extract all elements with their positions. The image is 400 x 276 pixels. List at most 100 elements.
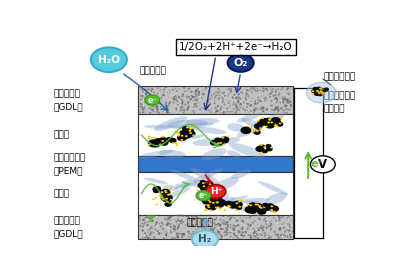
Point	[176, 87, 182, 91]
Circle shape	[319, 91, 324, 94]
Point	[172, 94, 179, 99]
Point	[275, 93, 282, 98]
Point	[248, 223, 254, 227]
Point	[177, 219, 184, 224]
Point	[259, 98, 265, 103]
Point	[188, 102, 195, 106]
Circle shape	[204, 209, 207, 211]
Point	[181, 89, 188, 94]
Point	[276, 100, 282, 105]
Point	[208, 110, 214, 114]
Circle shape	[214, 138, 224, 145]
Point	[165, 95, 171, 100]
Point	[251, 111, 258, 115]
Point	[242, 220, 248, 224]
Circle shape	[212, 201, 218, 205]
Point	[210, 233, 216, 238]
Ellipse shape	[244, 201, 266, 205]
Point	[211, 227, 217, 232]
Circle shape	[209, 202, 216, 207]
Point	[163, 222, 170, 227]
Point	[266, 224, 272, 228]
Point	[208, 227, 214, 231]
Circle shape	[205, 181, 211, 185]
Point	[189, 223, 196, 228]
Point	[270, 110, 277, 115]
Point	[147, 225, 153, 229]
Ellipse shape	[223, 137, 240, 144]
Point	[186, 98, 192, 103]
Point	[165, 222, 172, 227]
Circle shape	[227, 205, 230, 207]
Point	[164, 95, 170, 99]
Point	[202, 226, 208, 230]
Point	[144, 223, 150, 227]
Point	[189, 87, 196, 92]
Point	[166, 215, 173, 220]
Circle shape	[257, 208, 266, 215]
Point	[238, 99, 244, 103]
Point	[252, 229, 258, 233]
Point	[285, 229, 292, 233]
Point	[247, 100, 254, 104]
Ellipse shape	[201, 148, 226, 160]
Point	[281, 96, 288, 101]
Point	[145, 236, 152, 240]
Point	[145, 230, 151, 234]
Point	[202, 219, 208, 223]
Circle shape	[268, 118, 271, 120]
Point	[230, 226, 237, 230]
Text: O₂: O₂	[234, 58, 248, 68]
Point	[263, 225, 270, 230]
Point	[165, 221, 172, 225]
Point	[220, 214, 226, 219]
Point	[287, 220, 293, 225]
Circle shape	[274, 124, 276, 126]
Point	[207, 218, 214, 223]
Point	[236, 92, 242, 96]
Circle shape	[213, 195, 219, 199]
Point	[146, 236, 153, 240]
Point	[152, 97, 158, 102]
Point	[224, 213, 230, 218]
Point	[273, 219, 280, 224]
Point	[146, 219, 153, 223]
Point	[236, 89, 242, 93]
Point	[159, 221, 165, 225]
Circle shape	[232, 201, 243, 208]
Circle shape	[162, 140, 169, 145]
Point	[282, 219, 288, 224]
Point	[232, 93, 238, 97]
Point	[275, 87, 281, 91]
Point	[170, 219, 176, 223]
Text: e⁻: e⁻	[199, 191, 208, 200]
Point	[268, 218, 275, 222]
Point	[172, 87, 179, 91]
Point	[145, 100, 151, 104]
Point	[137, 217, 144, 222]
Point	[180, 99, 186, 103]
Point	[155, 86, 161, 90]
Point	[223, 230, 230, 235]
Point	[226, 217, 233, 222]
Circle shape	[186, 128, 194, 134]
Point	[166, 215, 172, 220]
Circle shape	[240, 127, 252, 134]
Point	[245, 222, 252, 226]
Point	[140, 98, 146, 102]
Point	[220, 217, 226, 222]
Point	[219, 220, 225, 224]
Point	[288, 103, 294, 107]
Point	[180, 108, 186, 112]
Point	[223, 214, 229, 218]
Point	[154, 109, 160, 113]
Point	[222, 94, 228, 98]
Point	[179, 219, 185, 223]
Point	[160, 223, 166, 227]
Point	[241, 220, 247, 225]
Circle shape	[197, 181, 200, 183]
Point	[221, 104, 228, 108]
Circle shape	[270, 205, 273, 207]
Point	[144, 90, 150, 95]
Point	[196, 89, 202, 94]
